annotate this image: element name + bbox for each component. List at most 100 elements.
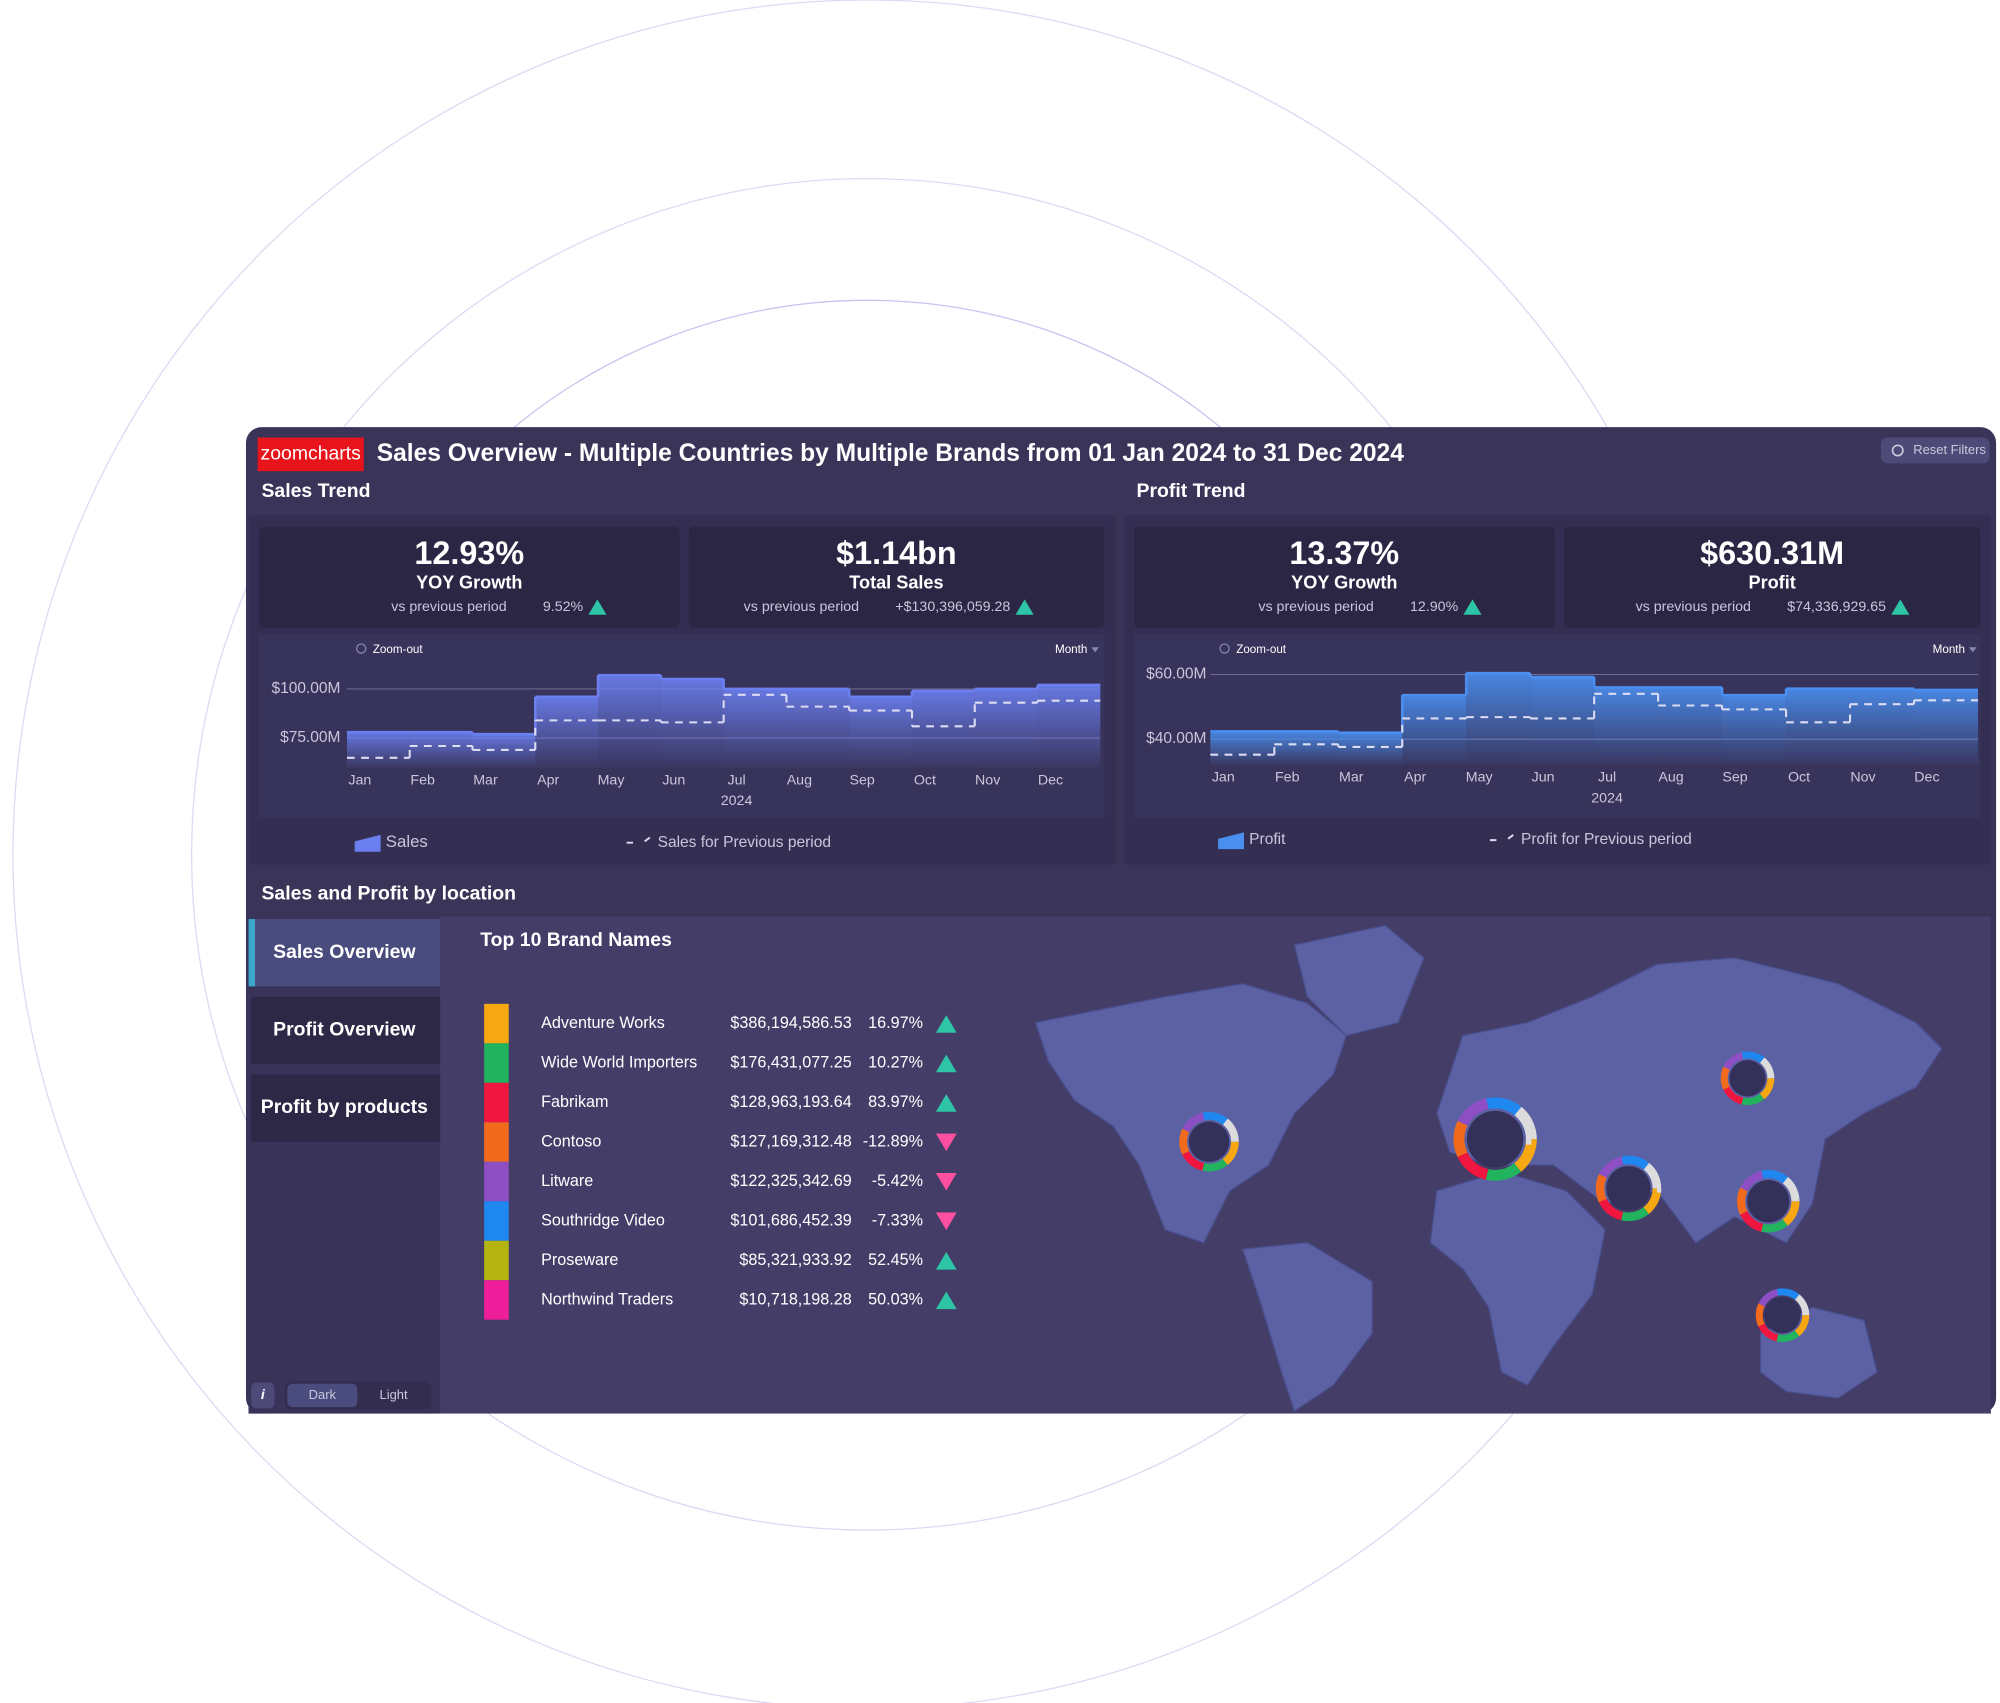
zoom-button[interactable]: Zoom-out <box>1236 643 1287 656</box>
legend-label[interactable]: Profit for Previous period <box>1521 831 1692 848</box>
logo: zoomcharts <box>261 442 361 464</box>
x-group-label: 2024 <box>1591 790 1623 806</box>
x-tick-label: Aug <box>787 772 812 788</box>
trend-arrow <box>935 1173 957 1191</box>
brand-name[interactable]: Southridge Video <box>541 1212 665 1230</box>
area-segment <box>535 696 599 768</box>
brand-swatch <box>484 1003 509 1044</box>
theme-label[interactable]: Dark <box>309 1387 337 1402</box>
kpi-value: 13.37% <box>1289 535 1399 571</box>
section-title: Sales and Profit by location <box>262 883 517 905</box>
tab-label[interactable]: Profit by products <box>261 1096 428 1118</box>
x-tick-label: Jul <box>1598 770 1616 786</box>
world-map <box>1034 924 1943 1412</box>
donut-segment <box>1595 1155 1662 1222</box>
kpi-value: 12.93% <box>414 535 524 571</box>
kpi-label: YOY Growth <box>1291 573 1397 593</box>
x-tick-label: Sep <box>849 772 874 788</box>
continent <box>1241 1242 1373 1412</box>
x-tick-label: Feb <box>1275 770 1300 786</box>
brand-name[interactable]: Proseware <box>541 1251 618 1269</box>
y-tick-label: $75.00M <box>280 729 340 746</box>
donut-segment <box>1755 1288 1810 1342</box>
trend-arrow <box>935 1094 957 1112</box>
legend-swatch <box>354 834 381 852</box>
brand-swatch <box>484 1201 509 1241</box>
kpi-delta: 12.90% <box>1410 599 1459 615</box>
area-segment <box>1786 688 1851 766</box>
kpi-card <box>688 526 1105 628</box>
x-tick-label: Apr <box>1404 770 1426 786</box>
legend-label[interactable]: Sales <box>386 832 428 851</box>
trend-arrow <box>588 599 607 615</box>
trend-arrow <box>1015 599 1034 615</box>
kpi-label: YOY Growth <box>416 573 522 593</box>
donut-segment <box>1720 1051 1775 1106</box>
tab[interactable] <box>251 1074 441 1142</box>
brand-name[interactable]: Wide World Importers <box>541 1054 697 1072</box>
interval-dropdown[interactable]: Month <box>1933 643 1965 656</box>
donut-segment <box>1595 1155 1662 1222</box>
donut-segment <box>1720 1051 1775 1106</box>
tab[interactable] <box>251 996 441 1065</box>
x-tick-label: Sep <box>1722 770 1747 786</box>
tab[interactable] <box>251 919 441 987</box>
area-segment <box>1274 731 1339 766</box>
x-group-label: 2024 <box>721 793 753 809</box>
donut-segment <box>1595 1155 1662 1222</box>
kpi-label: Profit <box>1749 573 1796 593</box>
brand-name[interactable]: Fabrikam <box>541 1093 608 1111</box>
brand-name[interactable]: Northwind Traders <box>541 1291 673 1309</box>
info-label[interactable]: i <box>261 1387 266 1403</box>
donut-segment <box>1755 1288 1810 1342</box>
brand-swatch <box>484 1280 509 1320</box>
reset-button[interactable] <box>1880 437 1990 464</box>
continent <box>1429 1170 1606 1386</box>
x-tick-label: Jan <box>1212 770 1235 786</box>
donut-hole <box>1606 1166 1651 1211</box>
interval-dropdown[interactable]: Month <box>1055 643 1087 656</box>
brand-name[interactable]: Litware <box>541 1172 593 1190</box>
donut-segment <box>1453 1097 1537 1181</box>
trend-arrow <box>935 1291 957 1310</box>
dropdown-caret <box>1968 647 1977 653</box>
area-segment <box>1850 688 1915 766</box>
tab-column <box>248 916 441 1414</box>
x-tick-label: Jan <box>348 772 371 788</box>
area-segment <box>346 732 410 768</box>
kpi-compare: vs previous period <box>1258 599 1373 615</box>
reset-label[interactable]: Reset Filters <box>1913 442 1986 457</box>
donut-hole <box>1466 1110 1524 1168</box>
theme-option[interactable] <box>287 1383 358 1408</box>
donut-segment <box>1737 1170 1800 1233</box>
theme-label[interactable]: Light <box>380 1387 408 1402</box>
legend-label[interactable]: Profit <box>1249 831 1286 848</box>
donut-segment <box>1595 1155 1662 1222</box>
brand-sales: $128,963,193.64 <box>730 1093 851 1111</box>
dashboard-title: Sales Overview - Multiple Countries by M… <box>377 440 1405 467</box>
area-segment <box>1914 689 1978 766</box>
donut-hole <box>1729 1060 1766 1097</box>
area-segment <box>1658 687 1723 766</box>
donut-segment <box>1453 1097 1537 1181</box>
donut-segment <box>1179 1111 1239 1172</box>
area-segment <box>409 732 473 768</box>
zoom-button[interactable]: Zoom-out <box>373 643 424 656</box>
trend-arrow <box>935 1252 957 1270</box>
brand-name[interactable]: Adventure Works <box>541 1014 665 1032</box>
donut-segment <box>1755 1288 1810 1342</box>
info-button[interactable] <box>251 1382 275 1409</box>
legend-label[interactable]: Sales for Previous period <box>658 834 831 851</box>
tab-label[interactable]: Profit Overview <box>273 1019 416 1041</box>
brand-name[interactable]: Contoso <box>541 1133 601 1151</box>
y-tick-label: $40.00M <box>1146 730 1206 747</box>
x-tick-label: Feb <box>410 772 435 788</box>
dropdown-caret <box>1091 647 1100 653</box>
donut-segment <box>1737 1170 1800 1233</box>
brand-change: -5.42% <box>872 1172 923 1190</box>
legend-swatch <box>1218 832 1245 850</box>
tab-label[interactable]: Sales Overview <box>273 941 416 963</box>
legend-swatch <box>1489 834 1514 842</box>
